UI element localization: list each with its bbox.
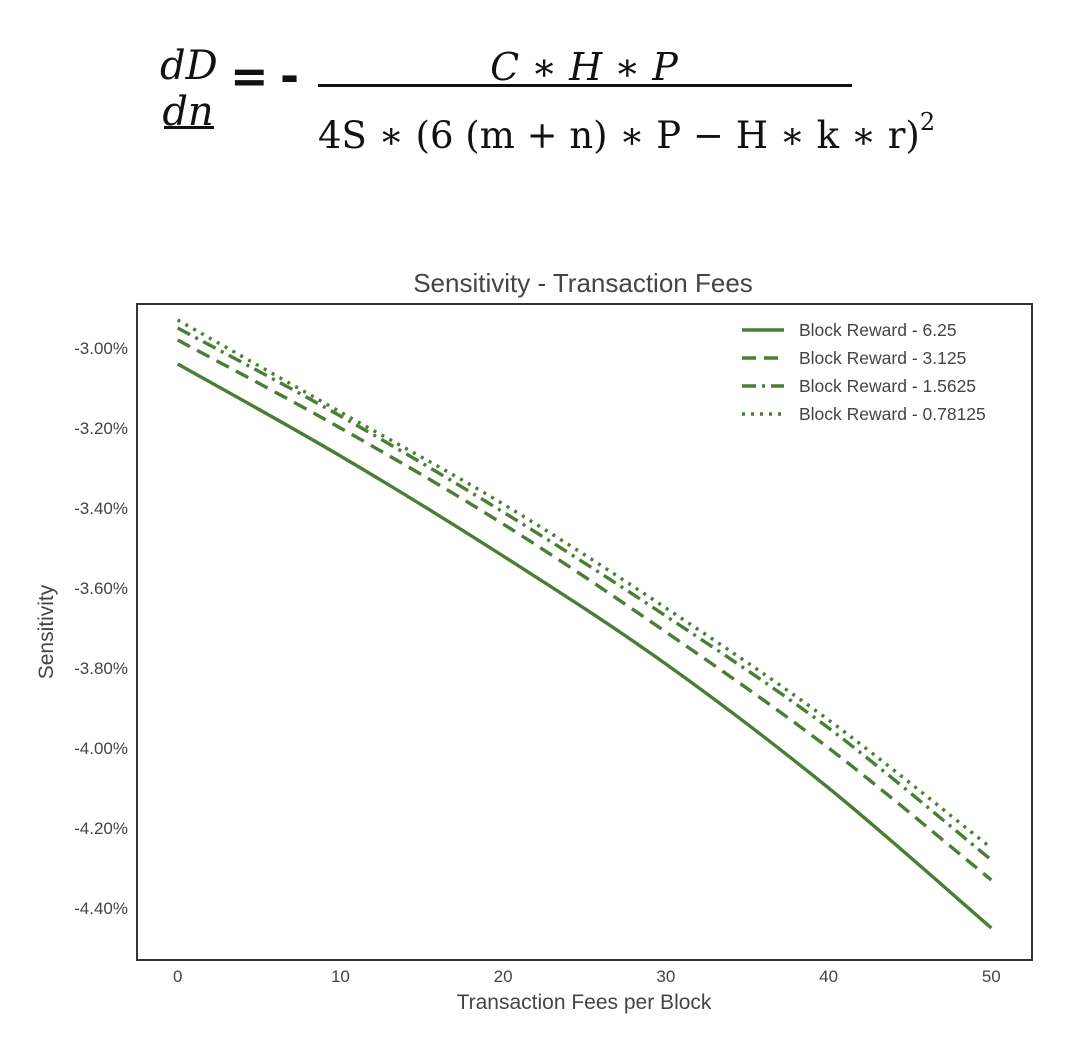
chart-title: Sensitivity - Transaction Fees (413, 268, 753, 298)
y-axis-label: Sensitivity (35, 584, 58, 679)
x-tick-label: 40 (819, 967, 838, 986)
sensitivity-chart: Sensitivity - Transaction Fees -3.00%-3.… (35, 268, 1033, 1014)
legend-label-2: Block Reward - 3.125 (799, 348, 966, 368)
formula-rhs-numerator: C ∗ H ∗ P (490, 45, 678, 89)
x-axis-ticks: 0 10 20 30 40 50 (173, 967, 1001, 986)
y-tick-label: -3.00% (74, 339, 128, 358)
series-line-3 (176, 326, 993, 862)
formula-rhs-fraction-bar (318, 84, 852, 87)
x-tick-label: 0 (173, 967, 182, 986)
x-tick-label: 50 (982, 967, 1001, 986)
y-tick-label: -3.80% (74, 659, 128, 678)
series-line-1 (176, 362, 993, 930)
y-tick-label: -4.00% (74, 739, 128, 758)
formula-rhs-denominator-text: 4S ∗ (6 (m + n) ∗ P − H ∗ k ∗ r) (318, 114, 920, 157)
legend: Block Reward - 6.25 Block Reward - 3.125 B… (742, 320, 986, 424)
formula-minus-sign: - (280, 49, 300, 103)
legend-label-4: Block Reward - 0.78125 (799, 404, 986, 424)
series-line-4 (176, 318, 993, 850)
legend-label-1: Block Reward - 6.25 (799, 320, 957, 340)
formula-lhs-denominator: dn (162, 89, 214, 135)
y-tick-label: -3.40% (74, 499, 128, 518)
x-tick-label: 10 (331, 967, 350, 986)
sensitivity-formula: dD dn = - C ∗ H ∗ P 4S ∗ (6 (m + n) ∗ P … (0, 0, 1080, 200)
y-tick-label: -3.20% (74, 419, 128, 438)
x-tick-label: 20 (494, 967, 513, 986)
series-line-2 (176, 338, 993, 882)
formula-lhs-fraction-bar (164, 126, 214, 129)
formula-rhs-exponent: 2 (919, 108, 936, 136)
y-axis-ticks: -3.00% -3.20% -3.40% -3.60% -3.80% -4.00% -4.2… (74, 339, 128, 918)
plot-area-frame (136, 303, 1033, 961)
series-lines (176, 318, 993, 930)
y-tick-label: -4.20% (74, 819, 128, 838)
x-tick-label: 30 (656, 967, 675, 986)
formula-equals-sign: = (230, 49, 269, 103)
formula-rhs-denominator: 4S ∗ (6 (m + n) ∗ P − H ∗ k ∗ r)2 (318, 98, 935, 160)
legend-label-3: Block Reward - 1.5625 (799, 376, 976, 396)
y-tick-label: -3.60% (74, 579, 128, 598)
formula-lhs-numerator: dD (160, 43, 218, 89)
y-tick-label: -4.40% (74, 899, 128, 918)
x-axis-label: Transaction Fees per Block (457, 991, 712, 1014)
